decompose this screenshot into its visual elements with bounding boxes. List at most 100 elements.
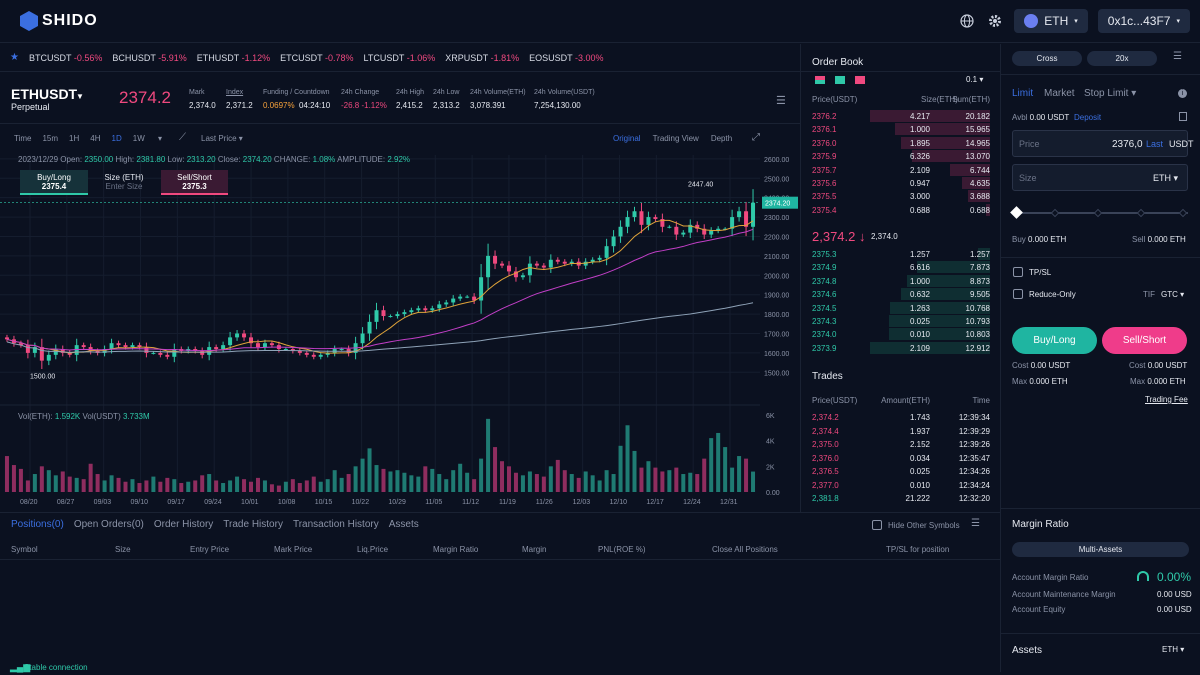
bid-row[interactable]: 2374.8 1.000 8.873 bbox=[812, 274, 990, 287]
price-input[interactable]: Price 2376,0 Last USDT bbox=[1012, 130, 1194, 157]
size-slider[interactable] bbox=[1010, 206, 1188, 220]
tab-open-orders[interactable]: Open Orders(0) bbox=[73, 519, 144, 530]
tab-stop-limit[interactable]: Stop Limit ▾ bbox=[1084, 88, 1137, 99]
column-header[interactable]: Close All Positions bbox=[712, 545, 778, 554]
ask-row[interactable]: 2375.6 0.947 4.635 bbox=[812, 177, 990, 189]
price-tick: 2100.00 bbox=[764, 254, 789, 261]
quick-buy-button[interactable]: Buy/Long 2375.4 bbox=[20, 170, 88, 195]
size-input[interactable]: Size ETH ▾ bbox=[1012, 164, 1188, 191]
column-header: Margin bbox=[522, 545, 547, 554]
precision-selector[interactable]: 0.1 ▾ bbox=[966, 75, 984, 84]
view-depth[interactable]: Depth bbox=[710, 134, 733, 143]
leverage-button[interactable]: 20x bbox=[1087, 51, 1157, 66]
volume-bar bbox=[479, 458, 484, 492]
brand-logo[interactable]: SHIDO bbox=[20, 11, 98, 31]
expand-icon[interactable]: ⤢ bbox=[752, 132, 760, 143]
book-both-icon[interactable] bbox=[815, 76, 825, 84]
bid-row[interactable]: 2374.9 6.616 7.873 bbox=[812, 261, 990, 274]
bid-row[interactable]: 2374.6 0.632 9.505 bbox=[812, 288, 990, 301]
interval-time[interactable]: Time bbox=[14, 134, 32, 143]
tif-selector[interactable]: GTC ▾ bbox=[1161, 290, 1185, 299]
interval-4h[interactable]: 4H bbox=[90, 134, 101, 143]
candle-body bbox=[262, 343, 267, 348]
network-selector[interactable]: ETH ▾ bbox=[1014, 9, 1088, 33]
symbol-name[interactable]: ETHUSDT bbox=[11, 86, 78, 102]
price-chart[interactable]: 2600.002500.002400.002300.002200.002100.… bbox=[0, 125, 800, 511]
ticker-item[interactable]: ETCUSDT -0.78% bbox=[280, 52, 354, 63]
ask-row[interactable]: 2375.4 0.688 0.688 bbox=[812, 203, 990, 216]
positions-panel: Positions(0) Open Orders(0) Order History T… bbox=[0, 512, 1000, 672]
sliders-icon[interactable]: ☰ bbox=[776, 95, 786, 107]
ask-row[interactable]: 2375.7 2.109 6.744 bbox=[812, 163, 990, 176]
ticker-item[interactable]: LTCUSDT -1.06% bbox=[363, 52, 436, 63]
date-tick: 10/22 bbox=[352, 499, 370, 506]
orderbook-view-toggle[interactable] bbox=[815, 76, 865, 84]
ask-row[interactable]: 2375.5 3.000 3.688 bbox=[812, 190, 990, 203]
interval-1w[interactable]: 1W bbox=[132, 134, 145, 143]
book-bids-icon[interactable] bbox=[835, 76, 845, 84]
chevron-down-icon[interactable]: ▼ bbox=[76, 92, 84, 101]
bid-row[interactable]: 2373.9 2.109 12.912 bbox=[812, 341, 990, 354]
multi-assets-button[interactable]: Multi-Assets bbox=[1012, 542, 1189, 557]
bid-row[interactable]: 2374.5 1.263 10.768 bbox=[812, 301, 990, 314]
tab-market[interactable]: Market bbox=[1044, 88, 1075, 99]
view-trading-view[interactable]: Trading View bbox=[652, 134, 699, 143]
trading-fee-link[interactable]: Trading Fee bbox=[1145, 395, 1188, 404]
candle-body bbox=[562, 261, 567, 264]
tab-order-history[interactable]: Order History bbox=[153, 519, 214, 530]
ticker-item[interactable]: XRPUSDT -1.81% bbox=[445, 52, 520, 63]
last-price-button[interactable]: Last bbox=[1146, 139, 1164, 149]
ticker-item[interactable]: BTCUSDT -0.56% bbox=[28, 52, 103, 63]
interval-1h[interactable]: 1H bbox=[69, 134, 80, 143]
ticker-item[interactable]: EOSUSDT -3.00% bbox=[529, 52, 604, 63]
sell-short-button[interactable]: Sell/Short bbox=[1102, 327, 1187, 354]
chevron-down-icon[interactable]: ▾ bbox=[158, 134, 163, 143]
tab-limit[interactable]: Limit bbox=[1012, 88, 1034, 99]
ask-row[interactable]: 2376.2 4.217 20.182 bbox=[812, 110, 990, 122]
deposit-link[interactable]: Deposit bbox=[1074, 113, 1102, 122]
view-original[interactable]: Original bbox=[613, 134, 641, 143]
gear-icon[interactable] bbox=[986, 12, 1004, 30]
book-asks-icon[interactable] bbox=[855, 76, 865, 84]
calculator-icon[interactable] bbox=[1179, 112, 1187, 121]
ticker-item[interactable]: ETHUSDT -1.12% bbox=[196, 52, 271, 63]
slider-handle[interactable] bbox=[1010, 206, 1023, 219]
ask-row[interactable]: 2376.1 1.000 15.965 bbox=[812, 123, 990, 136]
volume-bar bbox=[60, 471, 65, 492]
bid-row[interactable]: 2374.0 0.010 10.803 bbox=[812, 328, 990, 341]
sliders-icon[interactable]: ☰ bbox=[971, 518, 980, 529]
bid-row[interactable]: 2375.3 1.257 1.257 bbox=[812, 248, 990, 260]
ticker-item[interactable]: BCHUSDT -5.91% bbox=[112, 52, 187, 63]
indicator-icon[interactable]: ⟋ bbox=[179, 132, 186, 143]
info-icon[interactable]: i bbox=[1178, 89, 1187, 98]
quick-size-field[interactable]: Size (ETH) Enter Size bbox=[104, 173, 144, 191]
star-icon[interactable]: ★ bbox=[10, 52, 19, 63]
chart-area[interactable]: 2600.002500.002400.002300.002200.002100.… bbox=[0, 125, 800, 511]
bid-row[interactable]: 2374.3 0.025 10.793 bbox=[812, 315, 990, 327]
wallet-button[interactable]: 0x1c...43F7 ▾ bbox=[1097, 9, 1190, 33]
tpsl-checkbox[interactable] bbox=[1013, 267, 1023, 277]
buy-long-button[interactable]: Buy/Long bbox=[1012, 327, 1097, 354]
globe-icon[interactable] bbox=[958, 12, 976, 30]
tab-positions[interactable]: Positions(0) bbox=[11, 519, 64, 530]
ma-line-long bbox=[6, 302, 754, 353]
tab-trade-history[interactable]: Trade History bbox=[223, 519, 283, 530]
quick-sell-button[interactable]: Sell/Short 2375.3 bbox=[161, 170, 228, 195]
sliders-icon[interactable]: ☰ bbox=[1173, 51, 1182, 62]
margin-mode-button[interactable]: Cross bbox=[1012, 51, 1082, 66]
assets-coin-selector[interactable]: ETH ▾ bbox=[1162, 645, 1185, 654]
interval-1d[interactable]: 1D bbox=[111, 134, 122, 143]
tab-transaction-history[interactable]: Transaction History bbox=[292, 519, 379, 530]
tab-assets[interactable]: Assets bbox=[388, 519, 419, 530]
reduce-only-checkbox[interactable] bbox=[1013, 289, 1023, 299]
interval-15m[interactable]: 15m bbox=[42, 134, 59, 143]
candle-body bbox=[137, 345, 142, 348]
candle-body bbox=[53, 349, 58, 355]
hide-other-checkbox[interactable] bbox=[872, 520, 882, 530]
candle-body bbox=[46, 354, 51, 361]
volume-bar bbox=[506, 466, 511, 492]
ask-row[interactable]: 2376.0 1.895 14.965 bbox=[812, 136, 990, 149]
price-type-selector[interactable]: Last Price ▾ bbox=[201, 134, 243, 143]
ask-row[interactable]: 2375.9 6.326 13.070 bbox=[812, 150, 990, 163]
size-unit-selector[interactable]: ETH ▾ bbox=[1153, 173, 1179, 183]
